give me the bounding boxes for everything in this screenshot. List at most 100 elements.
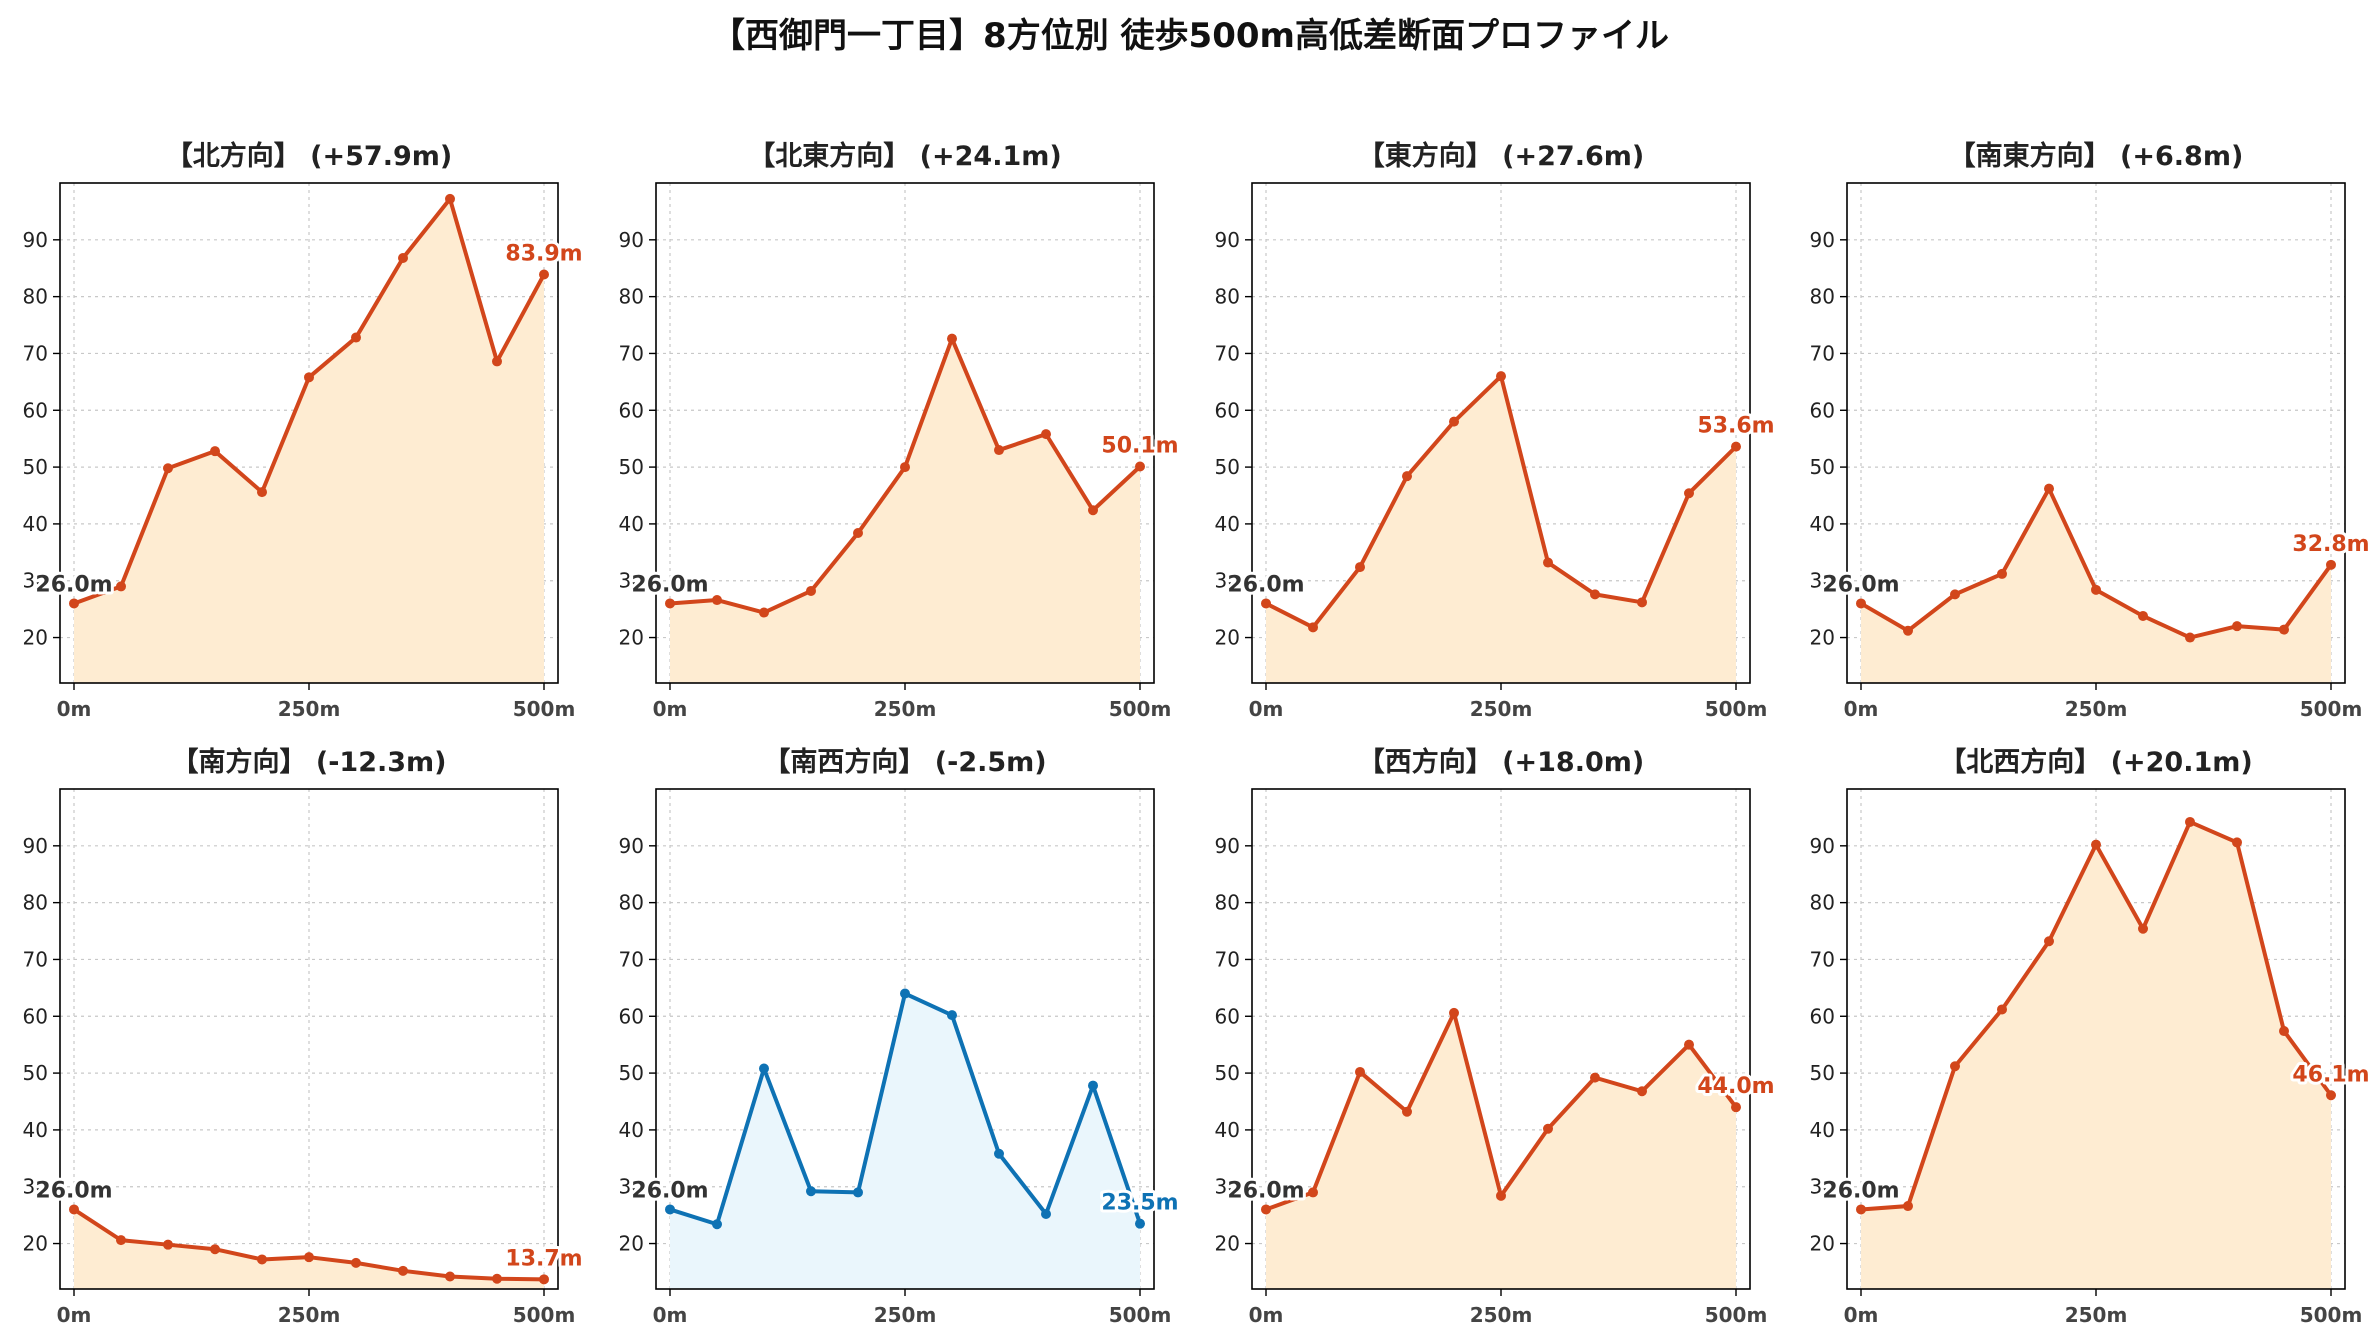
tick-label-y: 90 bbox=[619, 834, 644, 858]
tick-label-y: 60 bbox=[1215, 1004, 1240, 1028]
data-point bbox=[1997, 568, 2007, 579]
chart-panel-1: 【北方向】 (+57.9m) 20 30 40 50 60 70 80 90 0m 250m 500m… bbox=[23, 140, 586, 721]
data-point bbox=[1903, 1201, 1913, 1212]
data-point bbox=[759, 607, 769, 618]
chart-panel-2: 【北東方向】 (+24.1m) 20 30 40 50 60 70 80 90 0m 250m 500… bbox=[619, 140, 1182, 721]
tick-label-y: 60 bbox=[1215, 398, 1240, 422]
data-point bbox=[665, 598, 675, 609]
tick-label-x: 250m bbox=[1470, 1303, 1533, 1327]
data-point bbox=[492, 1273, 502, 1284]
area-fill bbox=[1266, 1012, 1736, 1289]
data-point bbox=[2185, 816, 2195, 827]
data-point bbox=[1856, 1204, 1866, 1215]
data-point bbox=[163, 463, 173, 474]
data-point bbox=[445, 193, 455, 204]
tick-label-x: 0m bbox=[57, 1303, 92, 1327]
area-fill bbox=[1861, 821, 2331, 1289]
start-value-label: 26.0m bbox=[35, 1178, 112, 1203]
tick-label-y: 20 bbox=[23, 626, 48, 650]
data-point bbox=[1402, 471, 1412, 482]
tick-label-x: 0m bbox=[653, 697, 688, 721]
data-point bbox=[116, 581, 126, 592]
tick-label-y: 70 bbox=[1810, 341, 1835, 365]
tick-label-y: 50 bbox=[1810, 455, 1835, 479]
data-point bbox=[257, 487, 267, 498]
tick-label-y: 80 bbox=[1810, 891, 1835, 915]
tick-label-x: 250m bbox=[874, 697, 937, 721]
tick-label-y: 90 bbox=[23, 228, 48, 252]
tick-label-y: 50 bbox=[619, 455, 644, 479]
tick-label-y: 70 bbox=[619, 947, 644, 971]
data-point bbox=[1308, 622, 1318, 633]
data-point bbox=[1637, 597, 1647, 608]
chart-panel-4: 【南東方向】 (+6.8m) 20 30 40 50 60 70 80 90 0m 250m 500m… bbox=[1810, 140, 2373, 721]
tick-label-y: 90 bbox=[1215, 228, 1240, 252]
tick-label-y: 60 bbox=[619, 398, 644, 422]
tick-label-y: 80 bbox=[1215, 891, 1240, 915]
tick-label-x: 250m bbox=[1470, 697, 1533, 721]
data-point bbox=[1041, 1209, 1051, 1219]
data-point bbox=[853, 1187, 863, 1198]
data-point bbox=[1041, 429, 1051, 440]
tick-label-y: 60 bbox=[1810, 1004, 1835, 1028]
data-point bbox=[116, 1235, 126, 1246]
data-point bbox=[2279, 624, 2289, 635]
tick-label-y: 60 bbox=[1810, 398, 1835, 422]
tick-label-y: 90 bbox=[23, 834, 48, 858]
data-point bbox=[69, 1204, 79, 1215]
data-point bbox=[2326, 1090, 2336, 1101]
tick-label-y: 50 bbox=[23, 455, 48, 479]
area-fill bbox=[670, 338, 1140, 683]
chart-title: 【北東方向】 (+24.1m) bbox=[748, 140, 1061, 172]
tick-label-y: 90 bbox=[1810, 228, 1835, 252]
data-point bbox=[492, 356, 502, 367]
tick-label-x: 500m bbox=[513, 1303, 576, 1327]
tick-label-y: 80 bbox=[23, 285, 48, 309]
tick-label-y: 40 bbox=[1215, 1118, 1240, 1142]
data-point bbox=[853, 528, 863, 538]
data-point bbox=[1088, 1080, 1098, 1091]
tick-label-y: 90 bbox=[1810, 834, 1835, 858]
data-point bbox=[2279, 1026, 2289, 1037]
data-point bbox=[2138, 923, 2148, 934]
tick-label-y: 30 bbox=[1810, 569, 1835, 593]
tick-label-x: 500m bbox=[1109, 1303, 1172, 1327]
data-point bbox=[806, 585, 816, 596]
chart-title: 【北西方向】 (+20.1m) bbox=[1939, 746, 2252, 778]
data-point bbox=[445, 1271, 455, 1282]
tick-label-y: 20 bbox=[619, 1232, 644, 1256]
end-value-label: 53.6m bbox=[1697, 414, 1774, 439]
tick-label-x: 500m bbox=[1109, 697, 1172, 721]
tick-label-y: 40 bbox=[1810, 1118, 1835, 1142]
data-point bbox=[806, 1186, 816, 1197]
main-title: 【西御門一丁目】8方位別 徒歩500m高低差断面プロファイル bbox=[711, 16, 1669, 56]
data-point bbox=[210, 446, 220, 457]
data-point bbox=[2232, 621, 2242, 632]
tick-label-x: 0m bbox=[653, 1303, 688, 1327]
data-point bbox=[1684, 488, 1694, 499]
tick-label-y: 60 bbox=[23, 398, 48, 422]
data-point bbox=[1903, 625, 1913, 636]
tick-label-y: 70 bbox=[1215, 341, 1240, 365]
tick-label-x: 0m bbox=[1844, 697, 1879, 721]
data-point bbox=[1402, 1106, 1412, 1117]
tick-label-x: 0m bbox=[1844, 1303, 1879, 1327]
start-value-label: 26.0m bbox=[35, 572, 112, 597]
tick-label-y: 40 bbox=[23, 1118, 48, 1142]
tick-label-x: 500m bbox=[1705, 1303, 1768, 1327]
data-point bbox=[1731, 441, 1741, 452]
data-point bbox=[2138, 610, 2148, 621]
tick-label-x: 500m bbox=[2300, 1303, 2363, 1327]
data-point bbox=[1950, 589, 1960, 600]
data-point bbox=[2091, 839, 2101, 850]
data-point bbox=[1088, 505, 1098, 516]
tick-label-y: 30 bbox=[1810, 1175, 1835, 1199]
data-point bbox=[304, 1252, 314, 1263]
tick-label-y: 20 bbox=[1810, 626, 1835, 650]
data-point bbox=[2044, 936, 2054, 947]
tick-label-x: 500m bbox=[513, 697, 576, 721]
tick-label-x: 0m bbox=[1249, 1303, 1284, 1327]
area-fill bbox=[1266, 376, 1736, 683]
data-point bbox=[539, 269, 549, 280]
